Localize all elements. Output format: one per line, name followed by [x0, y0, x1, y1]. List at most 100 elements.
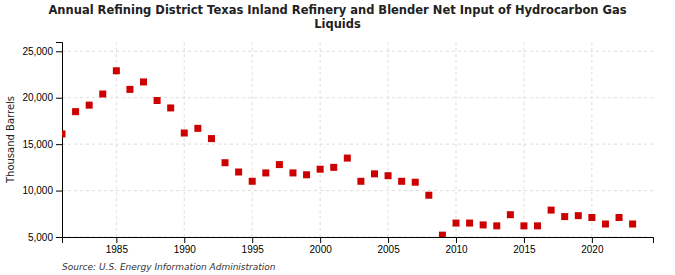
tick: 1995 — [242, 237, 265, 255]
point — [99, 91, 106, 98]
grid-line — [252, 42, 253, 237]
tick-mark — [56, 98, 62, 99]
tick-mark — [56, 191, 62, 192]
tick: 20,000 — [22, 92, 62, 103]
point — [425, 192, 432, 199]
grid-line — [456, 42, 457, 237]
chart: Annual Refining District Texas Inland Re… — [0, 0, 675, 275]
point — [520, 222, 527, 229]
tick-mark — [56, 237, 62, 238]
axis-line — [56, 43, 63, 238]
point — [303, 171, 310, 178]
point — [276, 161, 283, 168]
tick: 2010 — [445, 237, 468, 255]
tick-label: 2015 — [513, 244, 536, 255]
grid-line — [523, 42, 524, 237]
tick-label: 20,000 — [22, 92, 53, 103]
grid-line — [591, 42, 592, 237]
tick-label: 1995 — [242, 244, 265, 255]
point — [493, 222, 500, 229]
point — [439, 232, 446, 237]
title: Annual Refining District Texas Inland Re… — [48, 3, 626, 31]
tick-label: 2020 — [581, 244, 604, 255]
point — [453, 220, 460, 227]
tick: 10,000 — [22, 185, 62, 196]
tick-label: 2010 — [445, 244, 468, 255]
x-axis: 1985 1990 1995 2000 2005 2010 2015 2020 — [63, 237, 654, 255]
point — [262, 169, 269, 176]
marks — [62, 67, 636, 237]
point — [616, 214, 623, 221]
point — [534, 222, 541, 229]
tick: 2005 — [377, 237, 400, 255]
point — [398, 178, 405, 185]
grid — [62, 42, 653, 237]
point — [588, 214, 595, 221]
grid-line — [62, 51, 653, 52]
point — [126, 86, 133, 93]
tick-label: 25,000 — [22, 46, 53, 57]
point — [222, 159, 229, 166]
tick: 1990 — [174, 237, 197, 255]
tick-mark — [56, 51, 62, 52]
point — [412, 179, 419, 186]
grid-line — [320, 42, 321, 237]
y-axis: 5,000 10,000 15,000 20,000 25,000 — [22, 43, 62, 243]
point — [357, 178, 364, 185]
source: Source: U.S. Energy Information Administ… — [62, 262, 276, 272]
point — [249, 178, 256, 185]
tick-label: 2000 — [310, 244, 333, 255]
grid-line — [388, 42, 389, 237]
axis-line — [63, 238, 654, 244]
point — [208, 135, 215, 142]
tick-mark — [456, 237, 457, 243]
point — [330, 164, 337, 171]
tick: 2015 — [513, 237, 536, 255]
grid-line — [184, 42, 185, 237]
point — [194, 125, 201, 132]
point — [86, 102, 93, 109]
point — [317, 166, 324, 173]
tick-mark — [56, 144, 62, 145]
tick: 2020 — [581, 237, 604, 255]
tick-mark — [524, 237, 525, 243]
grid-line — [62, 144, 653, 145]
tick-label: 1985 — [106, 244, 129, 255]
point — [561, 213, 568, 220]
tick: 5,000 — [28, 232, 62, 243]
point — [371, 170, 378, 177]
point — [629, 221, 636, 228]
point — [154, 97, 161, 104]
tick-label: 5,000 — [28, 232, 53, 243]
point — [62, 130, 66, 137]
tick: 2000 — [310, 237, 333, 255]
tick: 25,000 — [22, 46, 62, 57]
point — [480, 221, 487, 228]
point — [289, 169, 296, 176]
tick-label: 1990 — [174, 244, 197, 255]
point — [344, 155, 351, 162]
tick-label: 2005 — [377, 244, 400, 255]
plot-area: 1985 1990 1995 2000 2005 2010 2015 2020 5,000 10,… — [22, 42, 653, 255]
point — [181, 130, 188, 137]
point — [72, 108, 79, 115]
tick-mark — [388, 237, 389, 243]
point — [507, 211, 514, 218]
point — [602, 221, 609, 228]
tick: 1985 — [106, 237, 129, 255]
point — [385, 172, 392, 179]
point — [235, 169, 242, 176]
point — [140, 78, 147, 85]
tick-mark — [592, 237, 593, 243]
grid-line — [62, 190, 653, 191]
tick-mark — [184, 237, 185, 243]
tick: 15,000 — [22, 139, 62, 150]
grid-line — [62, 97, 653, 98]
point — [167, 104, 174, 111]
point — [548, 207, 555, 214]
axis-title: Thousand Barrels — [5, 96, 16, 184]
tick-label: 15,000 — [22, 139, 53, 150]
point — [575, 212, 582, 219]
tick-label: 10,000 — [22, 185, 53, 196]
point — [466, 220, 473, 227]
